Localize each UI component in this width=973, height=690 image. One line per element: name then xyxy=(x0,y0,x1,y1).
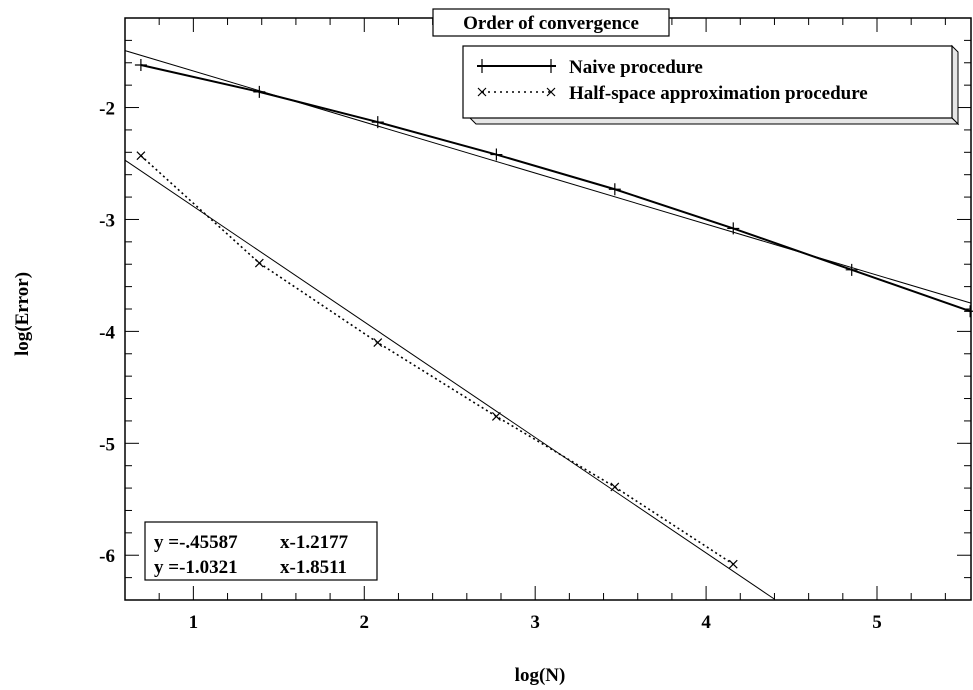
data-point-cross xyxy=(492,412,500,420)
fit-lines xyxy=(125,51,971,600)
y-tick-label: -4 xyxy=(99,322,115,343)
data-point-plus xyxy=(609,183,621,195)
x-tick-label: 2 xyxy=(360,612,370,633)
data-point-cross xyxy=(729,560,737,568)
y-tick-label: -5 xyxy=(99,434,115,455)
data-point-plus xyxy=(727,222,739,234)
x-tick-label: 1 xyxy=(189,612,199,633)
data-point-cross xyxy=(137,152,145,160)
x-tick-label: 5 xyxy=(872,612,882,633)
series-line-2 xyxy=(141,156,733,565)
y-tick-label: -6 xyxy=(99,546,115,567)
data-point-cross xyxy=(374,339,382,347)
legend-label-half-space: Half-space approximation procedure xyxy=(569,83,868,104)
data-point-cross xyxy=(255,259,263,267)
data-point-plus xyxy=(372,116,384,128)
chart-title-box: Order of convergence xyxy=(433,9,669,36)
legend: Naive procedure Half-space approximation… xyxy=(463,46,958,124)
x-tick-label: 4 xyxy=(701,612,711,633)
fit-equation-1-rhs: x-1.2177 xyxy=(280,532,349,553)
fit-equation-2-rhs: x-1.8511 xyxy=(280,557,347,578)
data-point-plus xyxy=(490,149,502,161)
series-group xyxy=(135,59,973,568)
fit-equation-2-lhs: y =-1.0321 xyxy=(154,557,238,578)
y-axis-title: log(Error) xyxy=(12,272,33,356)
fit-equation-1-lhs: y =-.45587 xyxy=(154,532,238,553)
x-axis-title: log(N) xyxy=(515,665,566,686)
y-tick-label: -3 xyxy=(99,210,115,231)
chart-title: Order of convergence xyxy=(463,13,639,34)
data-point-plus xyxy=(846,264,858,276)
fit-equation-box: y =-.45587 x-1.2177 y =-1.0321 x-1.8511 xyxy=(145,522,377,580)
data-point-plus xyxy=(253,86,265,98)
x-tick-label: 3 xyxy=(530,612,540,633)
data-point-cross xyxy=(611,483,619,491)
legend-label-naive: Naive procedure xyxy=(569,57,703,78)
y-tick-label: -2 xyxy=(99,99,115,120)
data-point-plus xyxy=(135,59,147,71)
